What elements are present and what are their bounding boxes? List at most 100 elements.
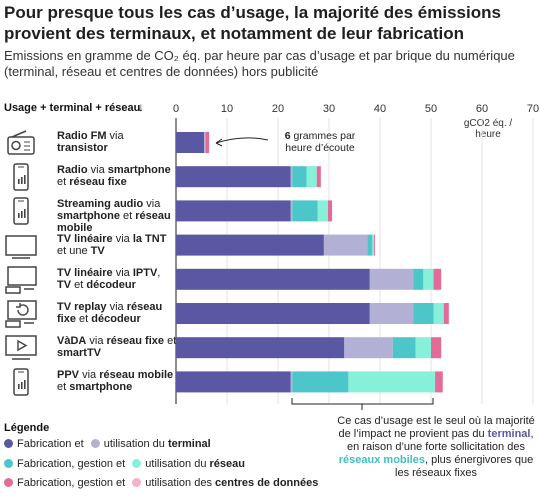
tv-box-icon [4,265,38,295]
legend-text: Fabrication, gestion et [17,458,126,470]
annotation-6-text: grammes par heure d’écoute [285,130,356,154]
legend-bold: centres de données [215,477,319,489]
bar-segment [369,303,414,324]
legend-row-dc: Fabrication, gestion et utilisation des … [4,477,318,489]
category-label-part: via [87,164,108,177]
legend-text: utilisation du [145,458,207,470]
bar-segment [204,132,206,153]
category-label-part: smartphone [69,381,133,394]
category-label-part: via [106,130,124,142]
tv-icon [4,231,38,261]
legend-text: utilisation des [145,477,212,489]
tv-play-icon [4,333,38,363]
annotation-arrowhead [215,138,223,147]
bar-segment [344,337,393,359]
annotation-ppv-network: réseaux mobiles [338,454,425,466]
annotation-ppv-p3: , plus énergivores que les réseaux fixes [395,454,534,479]
category-label-part: VàDA [57,335,87,348]
smartphone-icon [4,162,38,192]
category-label-part: via [112,266,133,279]
bar-segment [317,200,328,222]
x-tick-label: 10 [221,103,233,115]
category-label: Radio FM via transistor [57,130,177,154]
category-label-part: via [106,301,127,313]
category-label-part: Streaming audio [57,198,144,211]
annotation-ppv-terminal: terminal [487,428,531,440]
legend-bold: terminal [167,438,211,450]
bar-segment [292,200,318,222]
category-label-part: et [119,210,136,223]
bar-segment [431,337,442,359]
bar-segment [176,268,370,290]
category-label-part: transistor [57,142,108,154]
legend-text: Fabrication et [17,438,84,450]
bar-segment [367,234,373,256]
bar-segment [443,303,449,324]
bar-segment [413,268,424,290]
bar-segment [348,371,436,393]
category-label-part: via [86,335,107,348]
category-label-part: et [164,335,177,348]
category-label-part: réseau fixe [57,301,163,325]
x-tick-label: 0 [173,103,179,115]
bar-segment [176,200,291,222]
legend-bold: réseau [209,458,245,470]
category-label-part: via [143,198,161,211]
annotation-6-grammes: 6 grammes par heure d’écoute [270,130,370,154]
bar-segment [290,200,293,222]
bar-segment [433,303,444,324]
category-label-part: réseau mobile [57,210,171,235]
bar-segment [290,371,293,393]
category-label-part: réseau fixe [106,335,165,348]
category-label-part: smartphone [57,210,120,223]
bar-segment [369,268,414,290]
bar-segment [316,166,321,188]
bar-segment [176,303,370,324]
category-label: TV linéaire via la TNT et une TV [57,233,177,257]
category-label: PPV via réseau mobile et smartphone [57,369,177,393]
bar-segment [433,268,442,290]
bar-segment [327,200,333,222]
legend-dot-dc-fab [4,477,13,487]
category-label-part: et [71,278,87,291]
sort-label[interactable]: Usage + terminal + réseau [4,102,141,114]
bar-segment [413,303,434,324]
bar-segment [205,132,210,153]
legend-dot-terminal-use [90,438,100,448]
category-label-part: et [75,313,92,325]
tv-replay-icon [4,299,38,329]
smartphone-icon [4,367,38,397]
x-tick-label: 60 [476,103,488,115]
legend-dot-network-fab [4,458,13,468]
bar-segment [176,234,324,256]
category-label-part: PPV [57,369,80,382]
bar-segment [415,337,431,359]
category-label-part: smartphone [107,164,171,177]
legend-dot-network-use [132,458,142,468]
annotation-ppv-p2: , en raison d’une forte sollicitation de… [347,428,534,453]
category-label-part: via [79,369,100,382]
smartphone-icon [4,196,38,226]
bar-segment [176,166,291,188]
category-label-part: et [57,176,70,189]
category-label: Streaming audio via smartphone et réseau… [57,198,177,234]
chart-title: Pour presque tous les cas d’usage, la ma… [4,3,501,43]
category-label-part: décodeur [86,278,136,291]
x-tick-label: 40 [374,103,386,115]
bar-segment [292,371,349,393]
radio-icon [4,128,38,158]
bar-segment [306,166,317,188]
category-label-part: Radio FM [57,130,107,142]
category-label-part: TV replay [57,301,107,313]
chart-subtitle: Emissions en gramme de CO₂ éq. par heure… [4,48,515,79]
category-label-part: Radio [57,164,88,177]
bar-segment [323,234,368,256]
annotation-ppv-p1: Ce cas d’usage est le seul où la majorit… [337,415,535,440]
category-label-part: TV [57,278,72,291]
legend-dot-terminal-fab [4,438,13,448]
sort-arrow-icon[interactable]: ↓ [138,100,144,114]
bar-segment [176,371,291,393]
unit-label: gCO2 éq. / heure [463,118,513,140]
bar-segment [290,166,293,188]
